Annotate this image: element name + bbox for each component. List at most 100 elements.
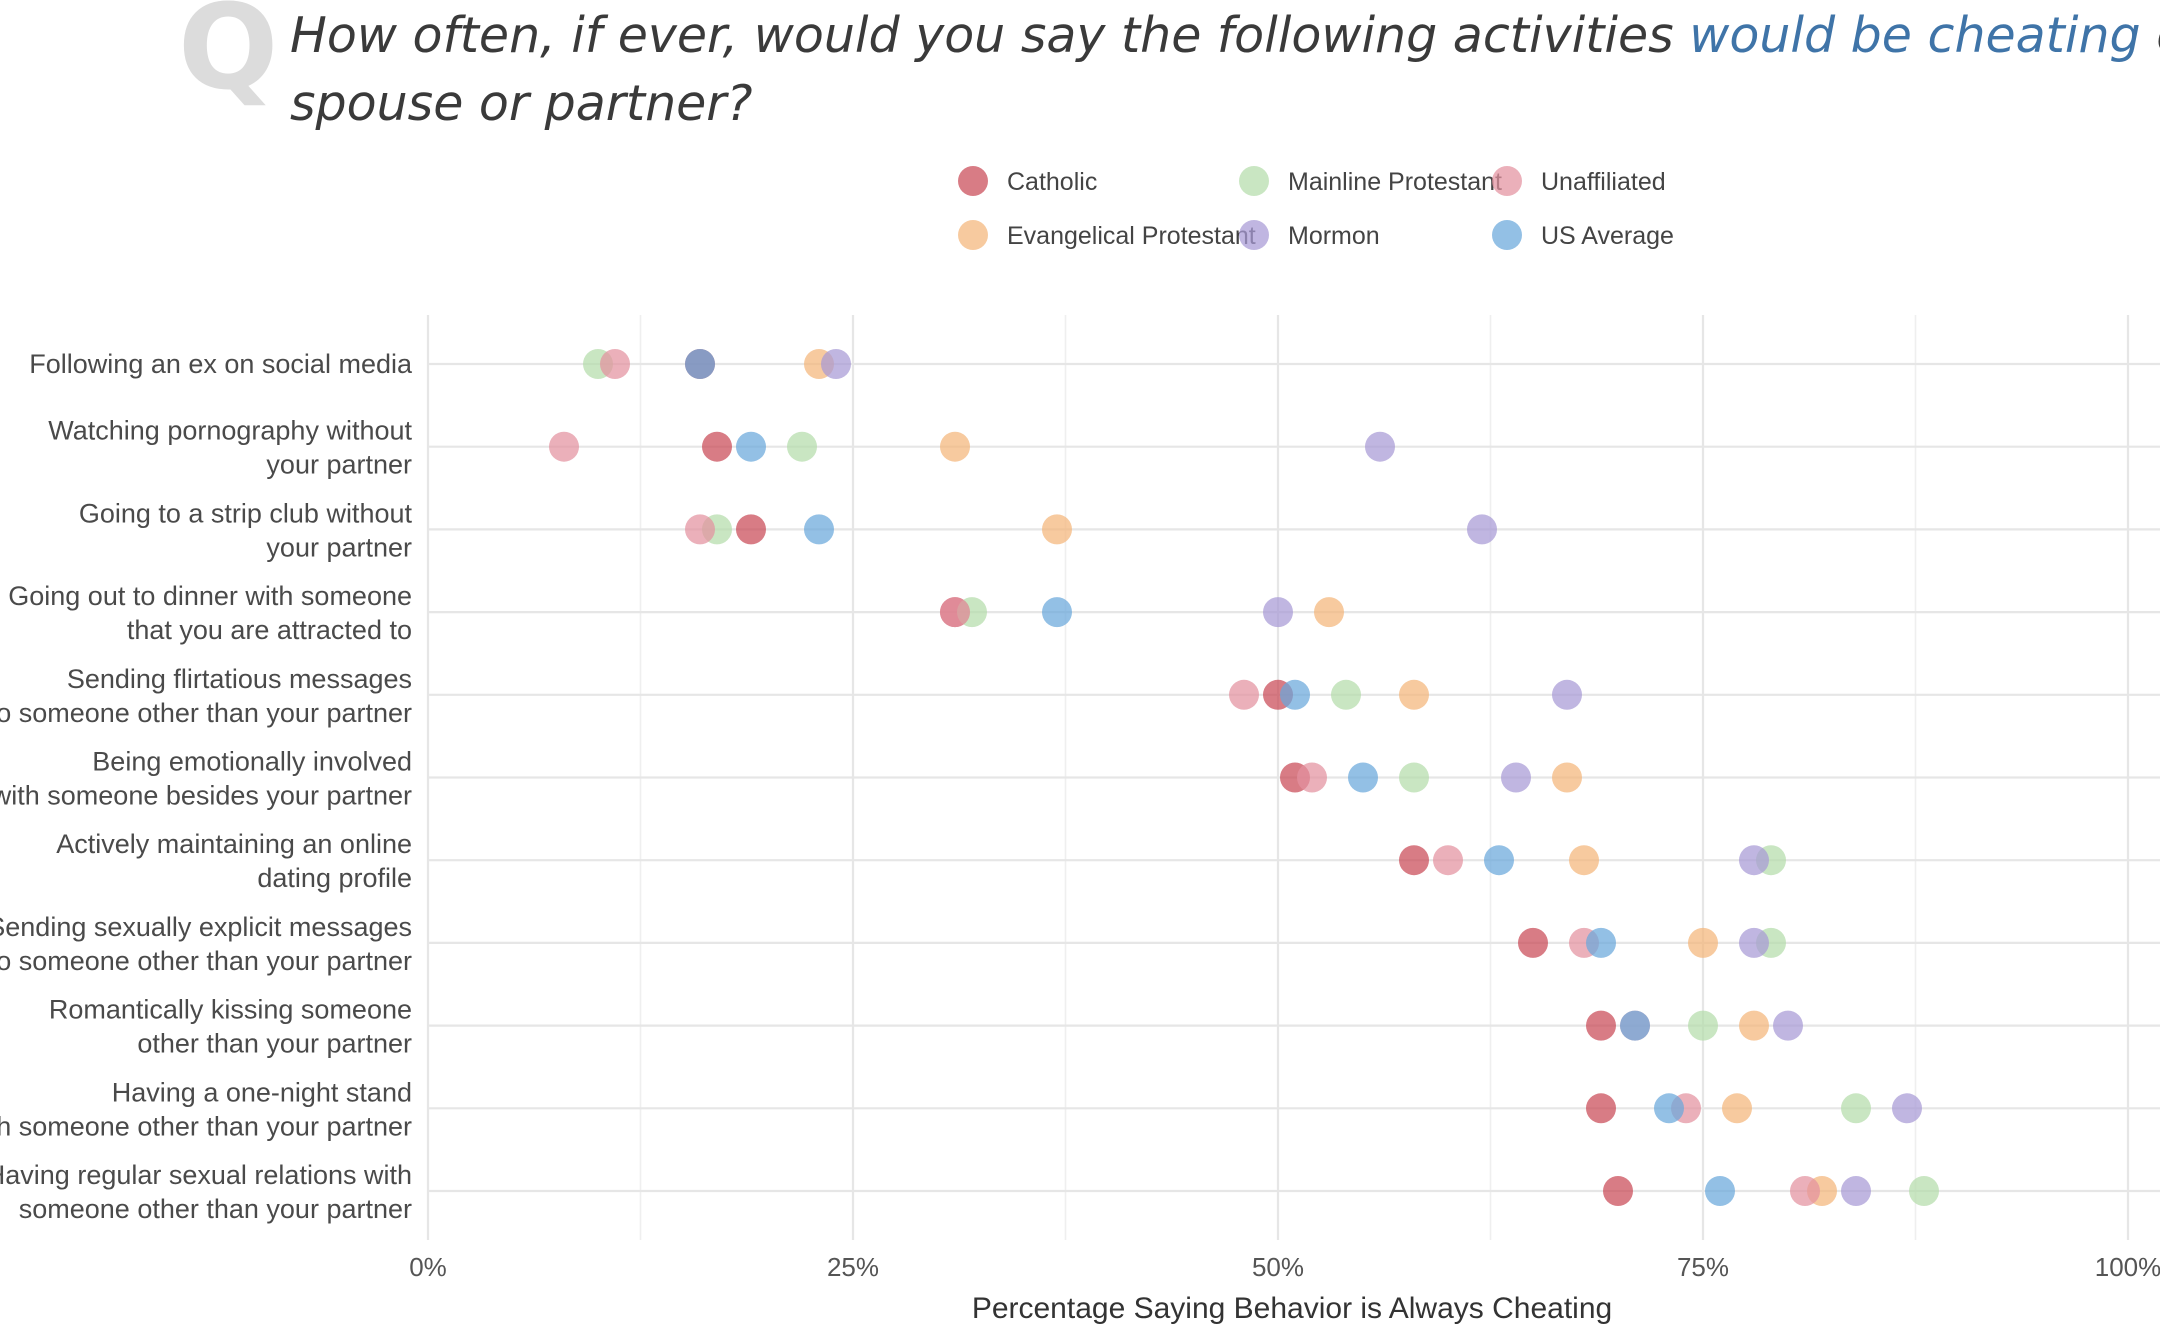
dot-catholic xyxy=(1586,1093,1616,1124)
dot-mainline-protestant xyxy=(1399,762,1429,793)
category-label-line: that you are attracted to xyxy=(127,615,412,645)
category-label-line: Watching pornography without xyxy=(48,416,412,446)
category-label-line: Having a one-night stand xyxy=(112,1077,412,1107)
dot-catholic xyxy=(1603,1176,1633,1206)
chart-header: Q How often, if ever, would you say the … xyxy=(178,0,2160,132)
x-tick-label: 100% xyxy=(2095,1252,2160,1282)
category-label-line: other than your partner xyxy=(137,1029,412,1059)
dot-us-average xyxy=(1620,1010,1650,1041)
x-tick-label: 0% xyxy=(409,1252,447,1282)
legend-label-evangelical-protestant: Evangelical Protestant xyxy=(1007,222,1256,250)
dot-evangelical-protestant xyxy=(1688,927,1718,958)
title-line1-before: How often, if ever, would you say the fo… xyxy=(290,7,1689,64)
dot-mainline-protestant xyxy=(1909,1176,1939,1206)
dot-unaffiliated xyxy=(685,514,715,545)
category-label-line: Sending flirtatious messages xyxy=(67,664,412,694)
category-label-line: your partner xyxy=(266,450,412,480)
dot-mormon xyxy=(1501,762,1531,793)
category-label: Going out to dinner with someone that you… xyxy=(8,581,412,645)
category-label: Following an ex on social media xyxy=(29,349,413,379)
category-label-line: Being emotionally involved xyxy=(92,747,412,777)
dot-us-average xyxy=(1654,1093,1684,1124)
dot-unaffiliated xyxy=(1297,762,1327,793)
dot-catholic xyxy=(1586,1010,1616,1041)
dot-us-average xyxy=(1484,845,1514,876)
legend-label-mainline-protestant: Mainline Protestant xyxy=(1288,168,1502,196)
dot-mormon xyxy=(1892,1093,1922,1124)
q-letter-icon: Q xyxy=(178,0,278,116)
legend-label-mormon: Mormon xyxy=(1288,222,1380,250)
dot-unaffiliated xyxy=(549,431,579,462)
title-line1-after: on a xyxy=(2141,7,2160,64)
dot-catholic xyxy=(1399,845,1429,876)
title-highlight: would be cheating xyxy=(1689,7,2140,64)
category-label-line: to someone other than your partner xyxy=(0,698,412,728)
category-label: Romantically kissing someone other than y… xyxy=(49,995,412,1059)
legend-label-catholic: Catholic xyxy=(1007,168,1097,196)
x-axis-title: Percentage Saying Behavior is Always Che… xyxy=(972,1292,1612,1325)
category-label: Going to a strip club without your partne… xyxy=(79,498,413,562)
category-label-line: dating profile xyxy=(257,863,412,893)
dot-us-average xyxy=(804,514,834,545)
x-tick-label: 75% xyxy=(1677,1252,1729,1282)
category-label-line: Going to a strip club without xyxy=(79,498,413,528)
dot-mormon xyxy=(1739,927,1769,958)
category-label-line: Sending sexually explicit messages xyxy=(0,912,412,942)
category-label: Being emotionally involved with someone b… xyxy=(0,747,412,811)
legend-label-unaffiliated: Unaffiliated xyxy=(1541,168,1666,196)
dot-mormon xyxy=(1739,845,1769,876)
category-label-line: Having regular sexual relations with xyxy=(0,1160,412,1190)
dot-evangelical-protestant xyxy=(1042,514,1072,545)
legend-swatch-mormon xyxy=(1239,220,1269,250)
dot-us-average xyxy=(1705,1176,1735,1206)
dot-unaffiliated xyxy=(940,597,970,628)
chart-title: How often, if ever, would you say the fo… xyxy=(290,7,2160,64)
dot-unaffiliated xyxy=(1790,1176,1820,1206)
dot-catholic xyxy=(1518,927,1548,958)
dot-unaffiliated xyxy=(600,349,630,379)
dot-mormon xyxy=(1263,597,1293,628)
legend-swatch-us-average xyxy=(1492,220,1522,250)
dot-mormon xyxy=(1552,679,1582,710)
category-label-line: Actively maintaining an online xyxy=(56,829,412,859)
category-label: Sending sexually explicit messages to som… xyxy=(0,912,412,976)
data-points xyxy=(549,349,1939,1206)
dot-us-average xyxy=(1586,927,1616,958)
category-label: Sending flirtatious messages to someone o… xyxy=(0,664,412,728)
category-label-line: your partner xyxy=(266,532,412,562)
legend-swatch-unaffiliated xyxy=(1492,166,1522,196)
dot-mainline-protestant xyxy=(1331,679,1361,710)
dot-evangelical-protestant xyxy=(1569,845,1599,876)
category-label-line: Romantically kissing someone xyxy=(49,995,412,1025)
legend-swatch-mainline-protestant xyxy=(1239,166,1269,196)
category-label-line: someone other than your partner xyxy=(19,1194,412,1224)
dot-evangelical-protestant xyxy=(1314,597,1344,628)
dot-catholic xyxy=(736,514,766,545)
x-axis: Percentage Saying Behavior is Always Che… xyxy=(409,1252,2160,1325)
dot-unaffiliated xyxy=(1229,679,1259,710)
chart-title-line2: spouse or partner? xyxy=(290,75,752,132)
dot-mormon xyxy=(1365,431,1395,462)
dot-evangelical-protestant xyxy=(940,431,970,462)
legend-swatch-evangelical-protestant xyxy=(958,220,988,250)
dot-evangelical-protestant xyxy=(1552,762,1582,793)
x-tick-label: 50% xyxy=(1252,1252,1304,1282)
category-label-line: with someone other than your partner xyxy=(0,1111,412,1141)
category-label: Actively maintaining an online dating pro… xyxy=(56,829,412,893)
dot-unaffiliated xyxy=(1433,845,1463,876)
category-label-line: with someone besides your partner xyxy=(0,781,412,811)
category-label: Having a one-night stand with someone oth… xyxy=(0,1077,412,1141)
dot-us-average xyxy=(1280,679,1310,710)
dot-us-average xyxy=(736,431,766,462)
dot-mainline-protestant xyxy=(1841,1093,1871,1124)
category-label-line: Following an ex on social media xyxy=(29,349,413,379)
dot-evangelical-protestant xyxy=(1739,1010,1769,1041)
legend-swatch-catholic xyxy=(958,166,988,196)
dot-us-average xyxy=(1042,597,1072,628)
dot-mormon xyxy=(1841,1176,1871,1206)
category-label-line: Going out to dinner with someone xyxy=(8,581,412,611)
dot-mainline-protestant xyxy=(787,431,817,462)
dot-evangelical-protestant xyxy=(1399,679,1429,710)
dot-mormon xyxy=(1773,1010,1803,1041)
